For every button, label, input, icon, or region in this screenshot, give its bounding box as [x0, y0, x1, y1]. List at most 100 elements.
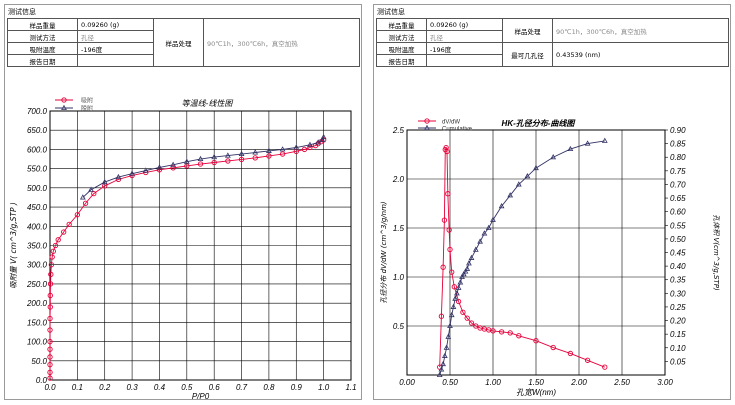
report-date-label: 报告日期	[7, 54, 78, 67]
data-point	[142, 167, 149, 173]
data-point	[238, 156, 245, 163]
data-point	[47, 369, 53, 375]
y-tick-label: 450.0	[27, 203, 48, 212]
test-method-value: 孔径	[77, 30, 154, 43]
y-tick-label: 350.0	[27, 242, 48, 251]
y-right-tick-label: 0.80	[670, 153, 686, 162]
x-tick-label: 0.5	[181, 383, 193, 392]
data-point	[507, 192, 514, 198]
data-point	[464, 265, 471, 271]
data-point	[307, 141, 313, 147]
data-point	[47, 361, 53, 368]
data-point	[440, 264, 446, 270]
series-line	[49, 139, 324, 379]
data-point	[129, 170, 135, 176]
data-point	[438, 313, 445, 319]
y-tick-label: 550.0	[27, 165, 48, 174]
data-point	[460, 309, 466, 315]
data-point	[454, 290, 460, 296]
data-point	[516, 333, 522, 339]
sample-weight-value: 0.09260 (g)	[426, 18, 503, 31]
y-left-tick-label: 2.5	[392, 126, 405, 135]
y-right-tick-label: 0.10	[670, 344, 686, 353]
test-info-table: 样品重量 0.09260 (g) 样品处理 90℃1h，300℃6h，真空加热 …	[7, 18, 360, 67]
data-point	[452, 295, 459, 301]
x-tick-label: 1.50	[528, 378, 544, 387]
data-point	[490, 216, 496, 222]
data-point	[441, 217, 448, 223]
data-point	[457, 279, 464, 285]
x-tick-label: 0.2	[99, 383, 111, 392]
data-point	[115, 173, 122, 180]
x-tick-label: 2.00	[570, 378, 587, 387]
x-tick-label: 1.00	[485, 378, 501, 387]
data-point	[451, 284, 457, 290]
section-title: 测试信息	[8, 8, 36, 16]
y-tick-label: 600.0	[27, 145, 48, 154]
y-right-axis-label: 孔体积 V(cm^3/g,STP)	[712, 214, 720, 291]
test-method-label: 测试方法	[7, 30, 78, 43]
y-right-tick-label: 0.35	[670, 276, 686, 285]
data-point	[320, 133, 327, 140]
data-point	[468, 320, 475, 326]
data-point	[481, 230, 488, 236]
data-point	[507, 330, 513, 336]
data-point	[184, 163, 190, 169]
pore-distribution-chart: 0.00 0.50 1.00 1.50 2.00 2.50 3.00 0.5 1.0 1.5 2.0…	[380, 118, 720, 397]
data-point	[515, 181, 522, 187]
x-tick-label: 0.7	[236, 383, 248, 392]
data-point	[447, 246, 453, 253]
y-tick-label: 300.0	[27, 261, 48, 270]
treatment-value: 90℃1h，300℃6h，真空加热	[552, 18, 729, 43]
data-point	[301, 146, 308, 153]
y-tick-label: 100.0	[27, 338, 48, 347]
data-point	[444, 148, 450, 155]
y-right-tick-label: 0.75	[670, 167, 686, 176]
data-point	[48, 271, 54, 277]
data-point	[74, 212, 81, 218]
data-point	[498, 329, 505, 335]
y-tick-label: 250.0	[26, 280, 48, 289]
data-point	[266, 147, 272, 153]
data-point	[47, 327, 53, 333]
data-point	[449, 269, 455, 275]
legend-label: 吸附	[81, 97, 93, 105]
adsorption-temp-value: -196度	[426, 42, 503, 55]
adsorption-temp-label: 吸附温度	[376, 42, 427, 55]
data-point	[238, 150, 245, 157]
treatment-label: 样品处理	[502, 18, 553, 43]
data-point	[197, 161, 204, 167]
y-right-tick-label: 0.60	[670, 208, 686, 217]
y-right-tick-label: 0.90	[670, 126, 686, 135]
y-tick-label: 150.0	[27, 318, 48, 327]
y-left-axis-label: 孔径分布 dV/dW (cm^3/g/nm)	[380, 201, 388, 304]
data-point	[584, 357, 591, 363]
data-point	[47, 338, 53, 345]
data-point	[101, 178, 108, 185]
data-point	[88, 186, 94, 192]
y-right-tick-label: 0.15	[670, 330, 686, 339]
data-point	[307, 144, 313, 151]
chart-title: HK-孔径分布-曲线图	[502, 119, 577, 128]
y-tick-label: 0.0	[36, 376, 48, 385]
data-point	[183, 158, 190, 164]
x-tick-label: 2.50	[613, 378, 630, 387]
y-right-tick-label: 0.85	[670, 140, 686, 149]
data-point	[47, 292, 53, 299]
y-tick-label: 700.0	[27, 107, 48, 116]
y-tick-label: 400.0	[27, 222, 48, 231]
data-point	[567, 350, 574, 357]
data-point	[464, 315, 470, 321]
data-point	[252, 155, 258, 161]
x-tick-label: 1.0	[318, 383, 330, 392]
y-right-tick-label: 0.30	[670, 289, 686, 298]
y-right-tick-label: 0.20	[670, 317, 686, 326]
data-point	[315, 139, 322, 145]
test-info-table: 样品重量 0.09260 (g) 样品处理 90℃1h，300℃6h，真空加热 …	[376, 18, 729, 67]
x-tick-label: 0.9	[291, 383, 303, 392]
y-right-tick-label: 0.05	[670, 357, 686, 366]
data-point	[550, 153, 557, 160]
data-point	[79, 194, 86, 200]
data-point	[66, 221, 72, 228]
legend-label: Cumulative	[442, 127, 473, 133]
